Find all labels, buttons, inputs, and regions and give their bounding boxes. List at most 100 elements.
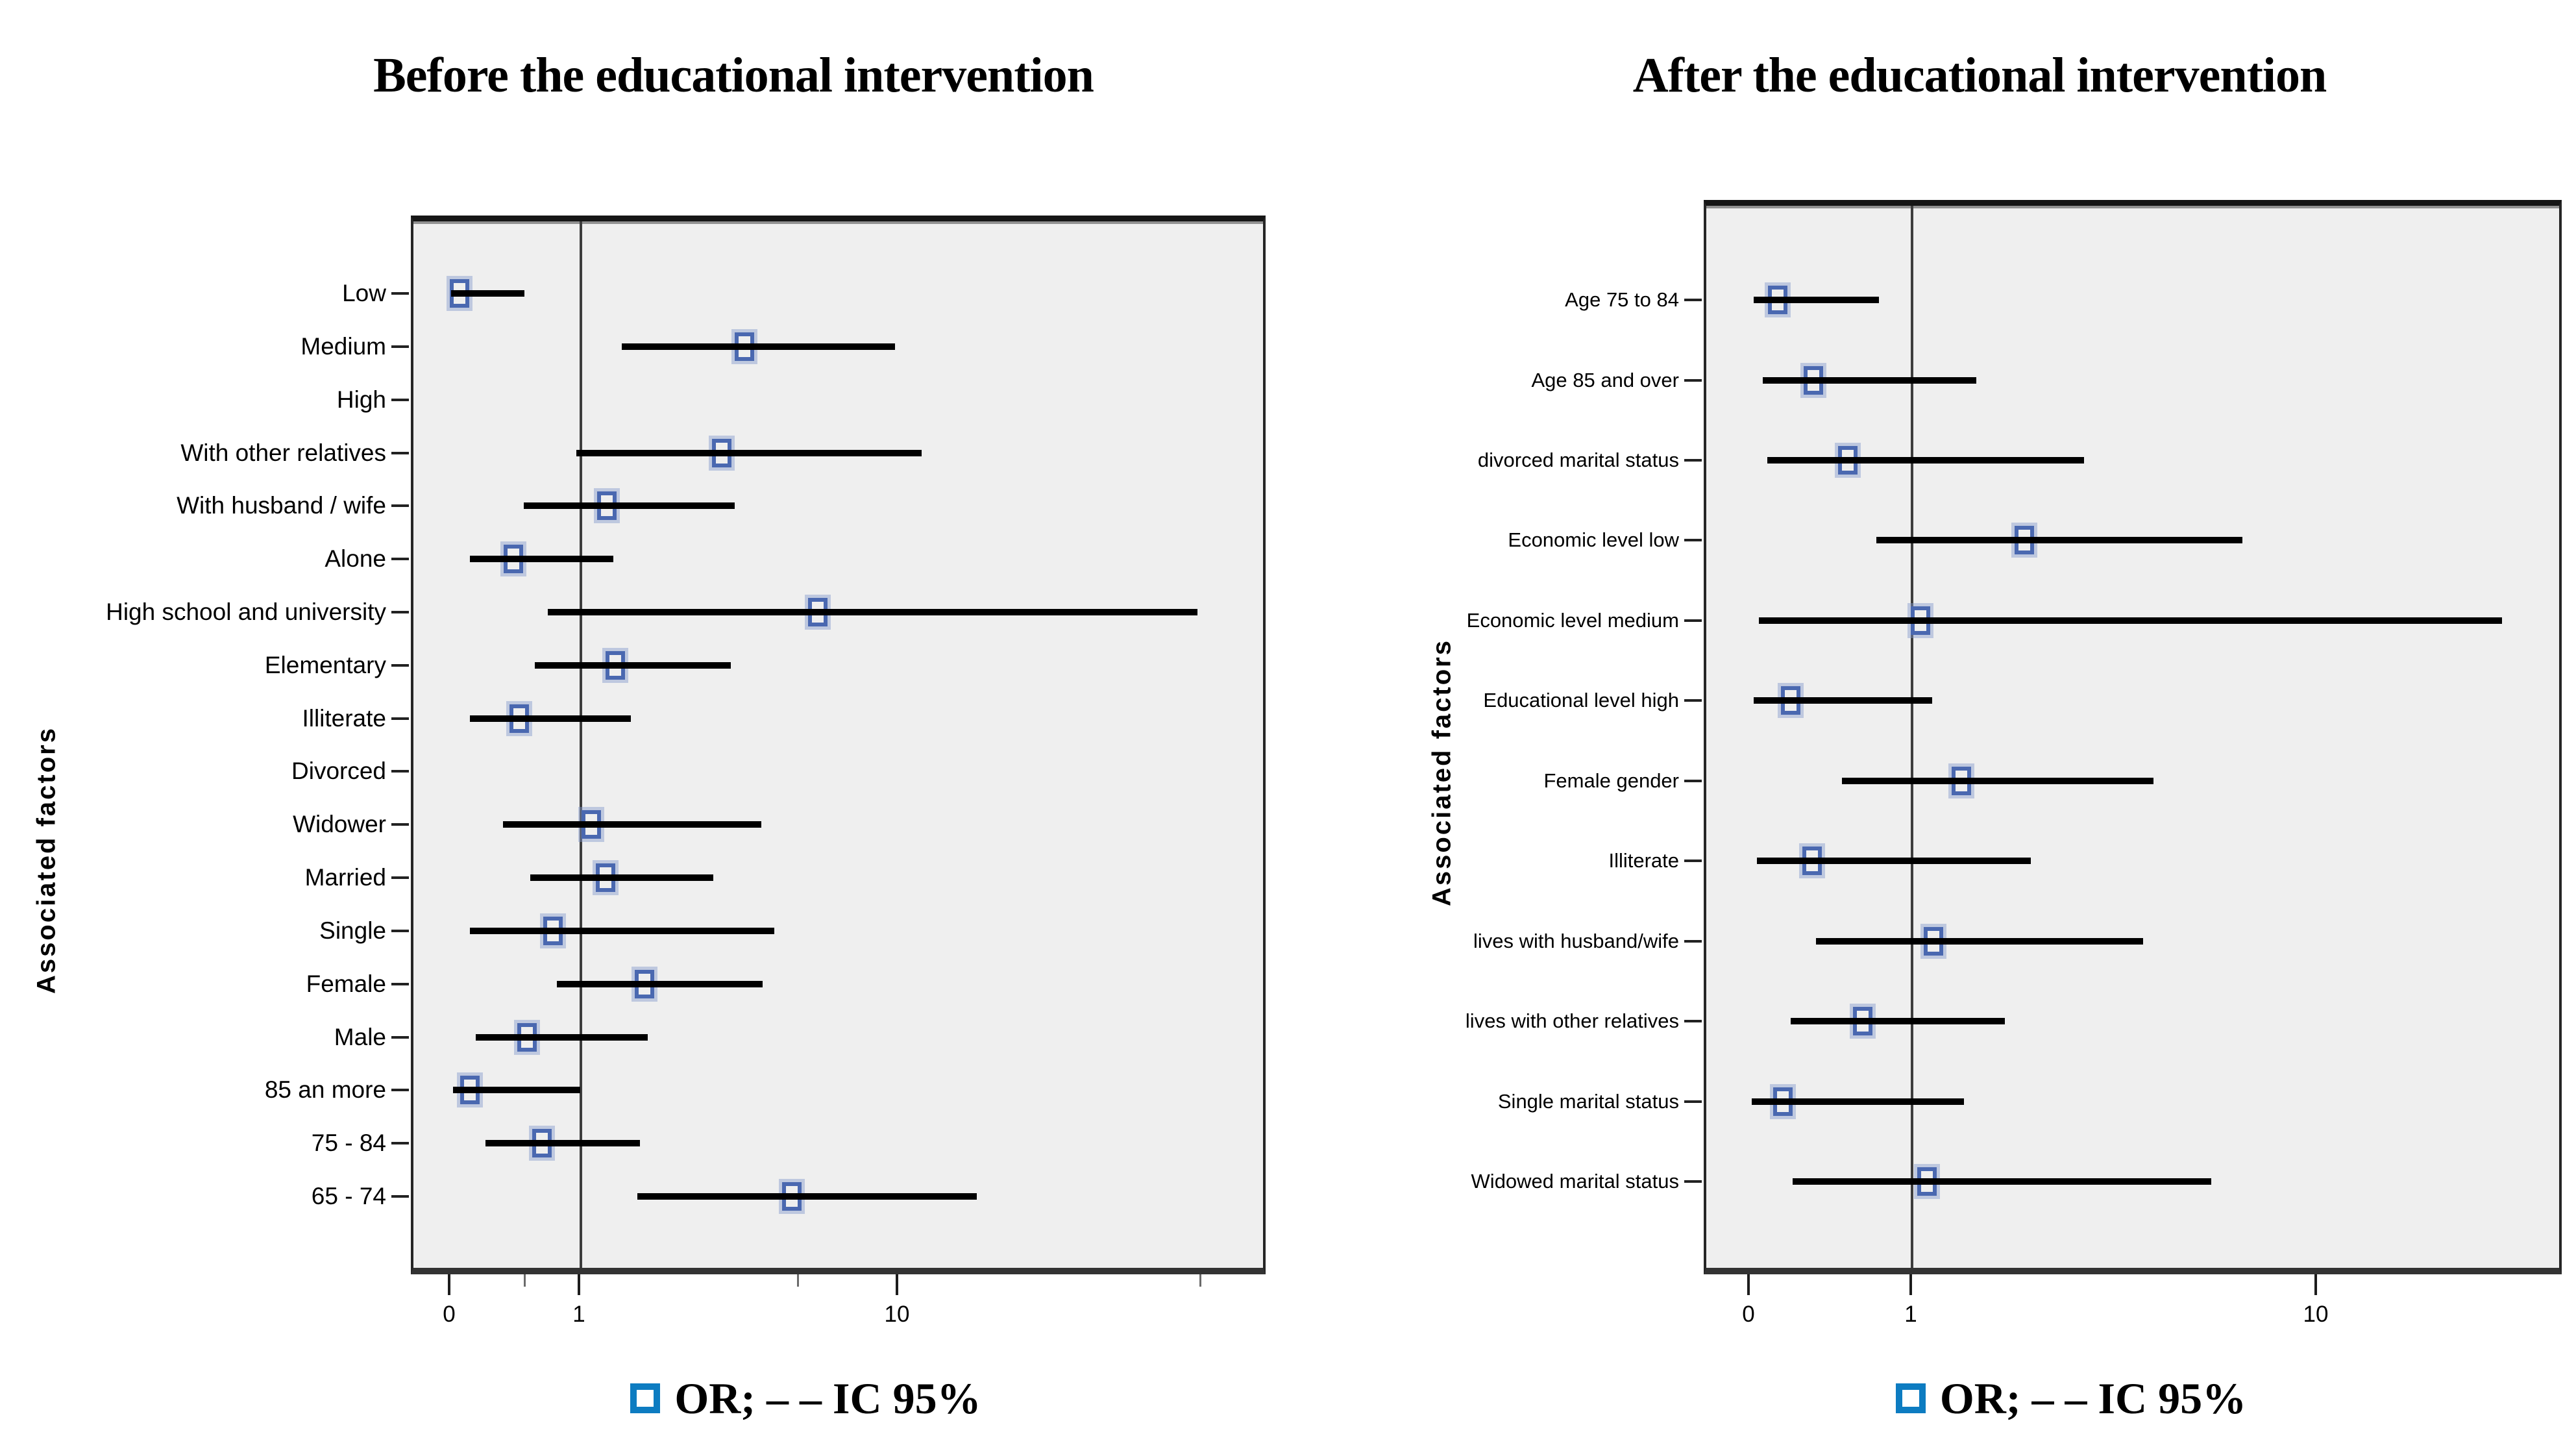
category-tick [1684,860,1702,862]
category-label: 65 - 74 [311,1183,386,1209]
legend-label: OR; – – IC 95% [1939,1373,2247,1423]
category-tick [1684,299,1702,301]
category-label: With other relatives [180,439,386,466]
ci-95-line [1791,1018,2005,1024]
category-tick [391,1036,409,1039]
ci-95-line [530,874,713,881]
category-label: Medium [301,333,386,360]
ci-95-line [485,1140,640,1146]
category-label: 75 - 84 [311,1130,386,1156]
category-tick [391,292,409,295]
category-tick [391,664,409,667]
category-label: Married [304,864,386,891]
category-label: Divorced [291,758,386,784]
category-tick [1684,539,1702,541]
category-tick [391,1195,409,1198]
category-tick [391,399,409,401]
x-axis-tick-label: 0 [443,1302,456,1327]
x-axis-tick-label: 10 [884,1302,910,1327]
or-marker-swatch-icon [1895,1383,1926,1413]
category-tick [1684,1100,1702,1103]
category-tick [391,345,409,348]
category-label: Economic level low [1508,528,1679,551]
category-label: Age 85 and over [1531,369,1679,391]
category-label: Low [342,280,386,306]
ci-95-line [1757,858,2031,864]
ci-95-line [1752,1098,1964,1105]
category-label: Single [319,917,386,944]
category-label: Illiterate [1608,849,1679,872]
category-label: Male [334,1024,386,1050]
x-axis-minor-tick [524,1274,526,1287]
category-label: Illiterate [302,705,386,732]
legend: OR; – – IC 95% [378,1371,1233,1426]
ci-95-line [622,343,895,350]
ci-95-line [470,556,613,562]
ci-95-line [1842,778,2153,784]
category-label: lives with husband/wife [1473,930,1679,952]
category-tick [1684,940,1702,943]
ci-95-line [1816,938,2143,945]
x-axis-major-tick [448,1274,450,1295]
ci-95-line [1754,697,1932,704]
category-label: High [336,386,386,413]
category-tick [391,611,409,613]
x-axis-major-tick [896,1274,898,1295]
category-tick [391,504,409,507]
x-axis-major-tick [578,1274,580,1295]
category-tick [391,983,409,985]
category-label: Widowed marital status [1471,1170,1679,1193]
panel-title: Before the educational intervention [373,48,1094,103]
plot-area [1704,200,2562,1274]
ci-95-line [470,928,774,934]
ci-95-line [470,715,631,722]
ci-95-line [453,1087,580,1093]
category-tick [1684,379,1702,382]
category-label: divorced marital status [1477,449,1679,471]
category-tick [391,558,409,560]
legend: OR; – – IC 95% [1642,1371,2500,1426]
category-tick [1684,780,1702,782]
ci-95-line [524,502,735,509]
x-axis-tick-label: 0 [1742,1302,1755,1327]
category-tick [391,876,409,879]
category-label: lives with other relatives [1465,1009,1679,1032]
x-axis-major-tick [1747,1274,1750,1295]
category-label: Widower [293,811,386,837]
category-label: Female [306,971,386,997]
category-label: Elementary [264,652,386,678]
ci-95-line [451,290,524,297]
category-tick [391,930,409,932]
ci-95-line [476,1034,648,1041]
reference-line [579,221,582,1268]
category-label: Economic level medium [1466,609,1679,632]
x-axis-tick-label: 1 [1904,1302,1917,1327]
category-tick [391,823,409,826]
x-axis-major-tick [2314,1274,2317,1295]
category-tick [1684,1180,1702,1183]
ci-95-line [1876,537,2242,543]
ci-95-line [557,981,763,987]
legend-label: OR; – – IC 95% [674,1373,981,1423]
ci-95-line [1754,297,1879,303]
panel-title: After the educational intervention [1632,48,2327,103]
ci-95-line [535,662,731,669]
x-axis-major-tick [1909,1274,1912,1295]
category-tick [1684,699,1702,702]
plot-area [411,216,1266,1274]
ci-95-line [576,450,922,456]
category-tick [391,452,409,454]
x-axis-minor-tick [797,1274,799,1287]
x-axis-minor-tick [1199,1274,1201,1287]
x-axis-tick-label: 1 [572,1302,585,1327]
ci-95-line [1763,377,1976,384]
ci-95-line [503,821,761,828]
ci-95-line [1793,1178,2211,1185]
category-tick [391,770,409,773]
category-label: Female gender [1543,769,1679,792]
category-label: High school and university [106,599,386,625]
reference-line [1910,206,1913,1268]
category-tick [391,1142,409,1144]
